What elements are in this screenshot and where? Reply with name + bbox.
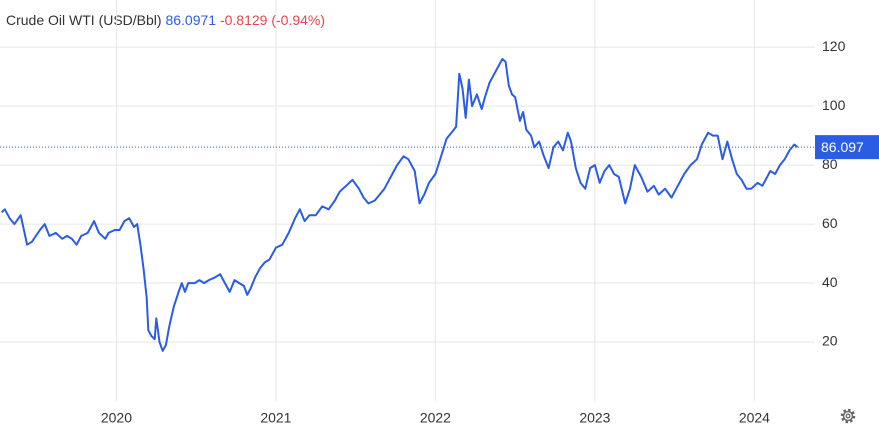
y-tick-label: 60 bbox=[822, 215, 838, 231]
y-tick-label: 40 bbox=[822, 274, 838, 290]
y-tick-label: 120 bbox=[822, 38, 846, 54]
y-tick-label: 20 bbox=[822, 333, 838, 349]
title: Crude Oil WTI (USD/Bbl) bbox=[6, 12, 162, 28]
y-tick-label: 80 bbox=[822, 156, 838, 172]
change: -0.8129 bbox=[220, 12, 268, 28]
price-tag-label: 86.097 bbox=[821, 139, 864, 155]
change-pct: (-0.94%) bbox=[271, 12, 325, 28]
price-line bbox=[0, 58, 799, 352]
chart-title: Crude Oil WTI (USD/Bbl) 86.0971 -0.8129 … bbox=[6, 12, 325, 28]
price-tag bbox=[815, 135, 879, 160]
x-tick-label: 2024 bbox=[739, 410, 770, 426]
x-tick-label: 2020 bbox=[101, 410, 132, 426]
price: 86.0971 bbox=[165, 12, 216, 28]
x-tick-label: 2023 bbox=[579, 410, 610, 426]
x-tick-label: 2021 bbox=[260, 410, 291, 426]
y-tick-label: 100 bbox=[822, 97, 846, 113]
x-tick-label: 2022 bbox=[420, 410, 451, 426]
settings-icon[interactable] bbox=[840, 408, 856, 424]
